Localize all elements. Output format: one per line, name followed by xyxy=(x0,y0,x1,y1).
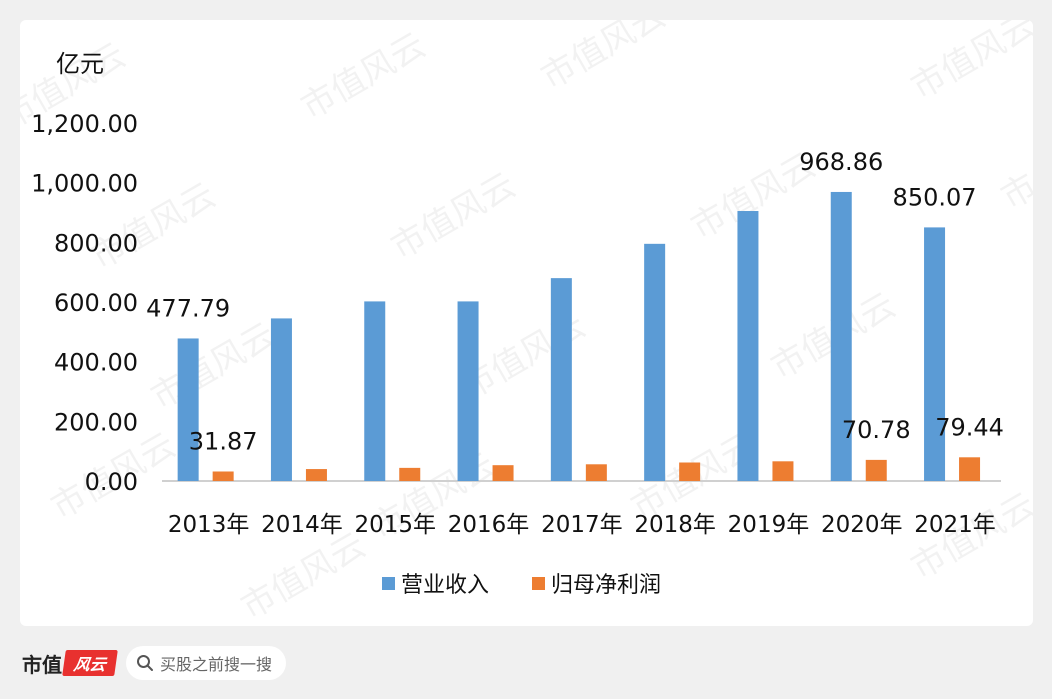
bar-net-profit xyxy=(585,464,607,481)
y-tick-label: 600.00 xyxy=(54,289,138,317)
legend: 营业收入 归母净利润 xyxy=(382,573,661,598)
y-tick-label: 800.00 xyxy=(54,229,138,257)
y-axis-ticks: 0.00 200.00 400.00 600.00 800.00 1,000.00 1,20… xyxy=(31,110,138,496)
watermark-text: 市值风云 xyxy=(145,315,283,418)
brand-logo-text: 市值 xyxy=(22,652,62,677)
bar-revenue xyxy=(550,278,572,481)
search-box[interactable]: 买股之前搜一搜 xyxy=(126,646,287,680)
bar-net-profit xyxy=(399,467,421,481)
x-tick-label: 2019年 xyxy=(728,512,810,538)
data-label: 31.87 xyxy=(189,427,258,455)
x-tick-label: 2020年 xyxy=(821,512,903,538)
footer-bar: 市值 风云 买股之前搜一搜 xyxy=(22,640,287,686)
data-label: 850.07 xyxy=(893,183,977,211)
search-icon xyxy=(136,654,154,672)
bar-revenue xyxy=(177,338,199,481)
x-tick-label: 2015年 xyxy=(354,512,436,538)
y-axis-unit-label: 亿元 xyxy=(56,50,104,78)
x-tick-label: 2014年 xyxy=(261,512,343,538)
x-tick-label: 2013年 xyxy=(168,512,250,538)
bar-net-profit xyxy=(212,471,234,481)
x-tick-label: 2021年 xyxy=(914,512,996,538)
bars-layer xyxy=(177,191,981,481)
legend-label: 营业收入 xyxy=(401,573,489,598)
x-tick-label: 2018年 xyxy=(634,512,716,538)
watermark-text: 市值风云 xyxy=(535,20,673,98)
bar-net-profit xyxy=(492,465,514,481)
legend-swatch xyxy=(382,577,395,590)
y-tick-label: 200.00 xyxy=(54,408,138,436)
bar-net-profit xyxy=(959,457,981,481)
bar-revenue xyxy=(270,318,292,481)
bar-revenue xyxy=(364,301,386,481)
data-label: 79.44 xyxy=(935,413,1004,441)
bar-revenue xyxy=(737,211,759,481)
watermark-text: 市值风云 xyxy=(905,20,1034,108)
bar-net-profit xyxy=(865,459,887,481)
search-placeholder-text: 买股之前搜一搜 xyxy=(160,655,273,674)
bar-revenue xyxy=(924,227,946,481)
x-tick-label: 2016年 xyxy=(448,512,530,538)
y-tick-label: 0.00 xyxy=(85,468,138,496)
y-tick-label: 1,000.00 xyxy=(31,170,138,198)
data-label: 968.86 xyxy=(799,148,883,176)
bar-revenue xyxy=(644,243,666,481)
bar-net-profit xyxy=(679,462,701,481)
legend-swatch xyxy=(532,577,545,590)
x-tick-label: 2017年 xyxy=(541,512,623,538)
watermark-text: 市值风云 xyxy=(995,115,1034,218)
y-tick-label: 400.00 xyxy=(54,349,138,377)
data-labels-layer: 477.79 31.87 968.86 70.78 850.07 79.44 xyxy=(146,148,1004,456)
bar-net-profit xyxy=(305,469,327,481)
bar-revenue xyxy=(830,191,852,481)
bar-revenue xyxy=(457,301,479,481)
legend-label: 归母净利润 xyxy=(551,573,661,598)
chart-card: 市值风云 市值风云 市值风云 市值风云 市值风云 市值风云 市值风云 市值风云 市值风云 市值风云… xyxy=(20,20,1033,626)
watermark-text: 市值风云 xyxy=(235,525,373,626)
data-label: 477.79 xyxy=(146,294,230,322)
bar-net-profit xyxy=(772,461,794,481)
x-axis-ticks: 2013年 2014年 2015年 2016年 2017年 2018年 2019年 2020年… xyxy=(168,512,996,538)
watermark-text: 市值风云 xyxy=(295,25,433,128)
y-tick-label: 1,200.00 xyxy=(31,110,138,138)
brand-logo-badge: 风云 xyxy=(62,650,118,676)
data-label: 70.78 xyxy=(842,416,911,444)
watermark-text: 市值风云 xyxy=(385,165,523,268)
